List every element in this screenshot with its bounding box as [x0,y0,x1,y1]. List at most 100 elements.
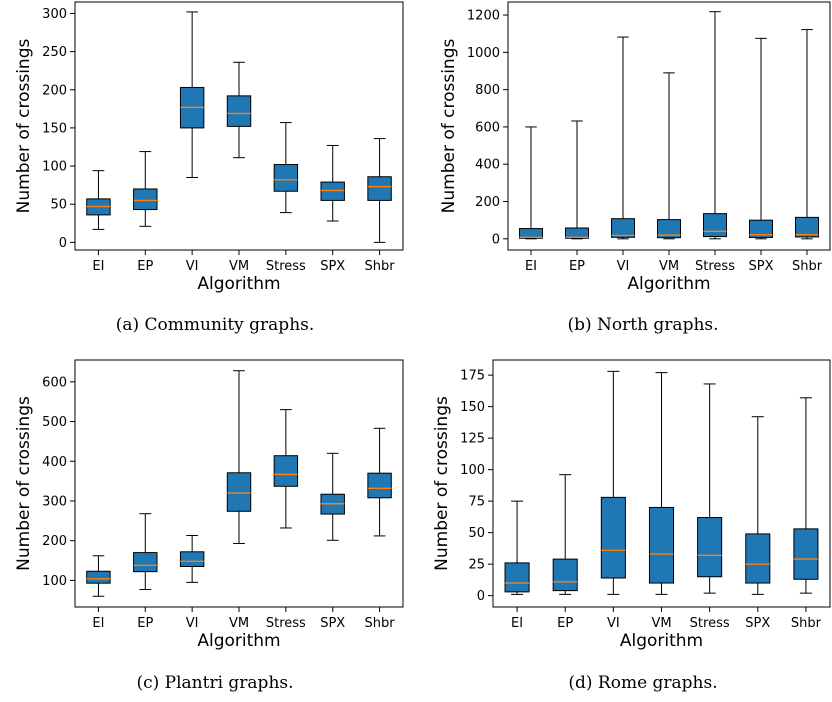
box-spx [745,416,771,595]
y-tick-label: 200 [475,195,500,210]
y-tick-label: 0 [59,236,67,251]
x-axis-title: Algorithm [620,631,703,651]
iqr-box [648,506,675,584]
y-tick-label: 150 [42,121,67,136]
plot-frame [492,359,831,608]
y-tick-label: 50 [50,198,67,213]
x-tick-label: VI [186,259,199,274]
x-tick-label: Stress [266,259,306,274]
x-tick-label: EP [137,259,153,274]
plot-frame [74,359,404,608]
y-tick-label: 200 [42,83,67,98]
box-ep [133,513,158,591]
x-tick-label: VM [651,616,671,631]
y-tick-label: 400 [42,455,67,470]
y-tick-label: 100 [42,160,67,175]
y-tick-label: 100 [460,463,485,478]
box-spx [749,37,773,240]
x-tick-label: SPX [745,616,770,631]
box-stress [273,122,299,214]
box-ei [86,170,111,230]
x-tick-label: EI [92,616,104,631]
x-tick-label: Stress [690,616,730,631]
iqr-box [86,570,111,584]
x-tick-label: Shbr [791,616,822,631]
y-tick-label: 175 [460,369,485,384]
iqr-box [179,551,205,567]
y-axis-title: Number of crossings [14,39,34,214]
box-ei [86,555,111,597]
y-tick-label: 0 [492,232,500,247]
panel-community: (a) Community graphs. EI EP VI VM Stress SPX S… [14,1,404,335]
panel-plantri: (c) Plantri graphs. EI EP VI VM Stress SPX Shb… [14,359,404,693]
x-tick-label: Shbr [792,259,823,274]
y-tick-label: 600 [475,120,500,135]
y-tick-label: 0 [477,589,485,604]
x-axis-title: Algorithm [197,274,280,294]
x-tick-label: VI [607,616,620,631]
y-tick-label: 1000 [467,46,500,61]
iqr-box [703,213,727,238]
x-tick-label: VI [617,259,630,274]
iqr-box [611,218,635,238]
y-tick-label: 1200 [467,9,500,24]
iqr-box [226,472,252,512]
iqr-box [552,558,578,592]
box-spx [320,452,345,541]
x-tick-label: SPX [749,259,774,274]
plot-frame [507,1,831,251]
panel-rome: (d) Rome graphs. EI EP VI VM Stress SPX Shbr 0 2… [432,359,831,693]
iqr-box [504,562,530,593]
x-tick-label: VM [659,259,679,274]
y-tick-label: 25 [468,558,485,573]
iqr-box [133,188,158,211]
y-axis-title: Number of crossings [14,396,34,571]
iqr-box [795,216,819,238]
x-axis-title: Algorithm [197,631,280,651]
box-vi [611,36,635,240]
caption-community: (a) Community graphs. [116,315,315,335]
y-tick-label: 75 [468,495,485,510]
box-vi [179,11,205,179]
iqr-box [273,455,299,487]
iqr-box [793,528,819,580]
y-tick-label: 600 [42,375,67,390]
box-vm [657,72,681,240]
box-vi [179,535,205,583]
x-tick-label: EP [557,616,573,631]
y-tick-label: 300 [42,7,67,22]
y-tick-label: 800 [475,83,500,98]
y-tick-label: 50 [468,526,485,541]
box-ep [133,151,158,227]
x-tick-label: EI [92,259,104,274]
plot-frame [74,1,404,251]
y-tick-label: 400 [475,158,500,173]
x-tick-label: SPX [320,259,345,274]
y-tick-label: 500 [42,415,67,430]
box-stress [703,11,727,240]
y-tick-label: 300 [42,494,67,509]
y-tick-label: 150 [460,400,485,415]
x-tick-label: EP [137,616,153,631]
iqr-box [657,219,681,239]
iqr-box [133,552,158,573]
x-tick-label: EI [525,259,537,274]
iqr-box [320,181,345,201]
iqr-box [697,517,723,578]
box-stress [697,383,723,594]
box-vi [600,370,626,595]
x-axis-title: Algorithm [627,274,710,294]
caption-plantri: (c) Plantri graphs. [136,673,293,693]
y-tick-label: 100 [42,574,67,589]
caption-north: (b) North graphs. [567,315,718,335]
y-tick-label: 200 [42,534,67,549]
y-axis-title: Number of crossings [439,39,459,214]
iqr-box [600,496,626,579]
iqr-box [519,228,543,239]
caption-rome: (d) Rome graphs. [568,673,717,693]
box-ei [504,500,530,595]
x-tick-label: Shbr [365,616,396,631]
box-ei [519,126,543,240]
iqr-box [749,219,773,239]
y-axis-title: Number of crossings [432,396,452,571]
